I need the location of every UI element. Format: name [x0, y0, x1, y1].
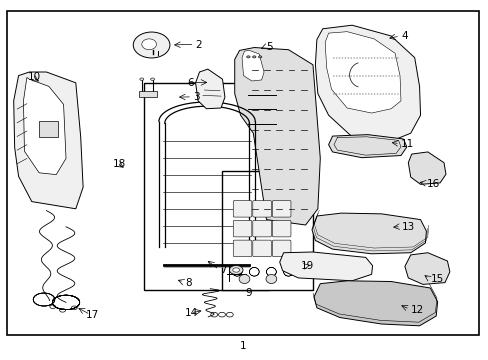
Text: 10: 10 [27, 72, 41, 82]
Ellipse shape [229, 266, 243, 275]
Polygon shape [404, 253, 449, 284]
Ellipse shape [252, 56, 256, 58]
Polygon shape [195, 69, 224, 109]
FancyBboxPatch shape [252, 220, 271, 237]
Ellipse shape [246, 56, 249, 58]
Ellipse shape [232, 268, 239, 272]
Text: 14: 14 [184, 308, 198, 318]
FancyBboxPatch shape [272, 220, 290, 237]
Text: 9: 9 [244, 288, 251, 298]
Ellipse shape [142, 39, 156, 50]
Text: 11: 11 [400, 139, 413, 149]
Ellipse shape [265, 275, 276, 284]
Text: 12: 12 [410, 305, 423, 315]
Text: 17: 17 [85, 310, 99, 320]
Bar [39, 121, 58, 137]
Bar [139, 91, 157, 97]
Text: 8: 8 [184, 278, 191, 288]
Polygon shape [315, 25, 420, 141]
Polygon shape [242, 50, 264, 81]
Ellipse shape [239, 275, 249, 284]
Ellipse shape [133, 32, 170, 58]
Polygon shape [14, 72, 83, 209]
Text: 7: 7 [220, 265, 226, 275]
Polygon shape [325, 32, 400, 113]
Text: 3: 3 [193, 92, 200, 102]
Polygon shape [313, 281, 437, 326]
FancyBboxPatch shape [233, 240, 251, 257]
Text: 2: 2 [195, 40, 202, 50]
Text: 18: 18 [112, 159, 125, 169]
Polygon shape [328, 135, 406, 158]
Ellipse shape [150, 78, 154, 81]
FancyBboxPatch shape [272, 240, 290, 257]
Polygon shape [279, 252, 372, 281]
Text: 5: 5 [266, 42, 273, 52]
Text: 15: 15 [429, 274, 443, 284]
FancyBboxPatch shape [252, 201, 271, 217]
Polygon shape [234, 48, 320, 225]
FancyBboxPatch shape [272, 201, 290, 217]
Polygon shape [407, 152, 445, 184]
Text: 19: 19 [300, 261, 313, 271]
Text: 16: 16 [426, 179, 439, 189]
Text: 13: 13 [401, 222, 414, 232]
Ellipse shape [258, 56, 262, 58]
Polygon shape [23, 77, 66, 175]
Text: 4: 4 [400, 31, 407, 41]
Text: 1: 1 [240, 341, 246, 351]
Ellipse shape [140, 78, 143, 81]
Bar [222, 171, 312, 290]
FancyBboxPatch shape [233, 220, 251, 237]
Polygon shape [311, 213, 426, 254]
FancyBboxPatch shape [252, 240, 271, 257]
Text: 6: 6 [187, 78, 194, 88]
FancyBboxPatch shape [233, 201, 251, 217]
Bar [144, 83, 268, 290]
